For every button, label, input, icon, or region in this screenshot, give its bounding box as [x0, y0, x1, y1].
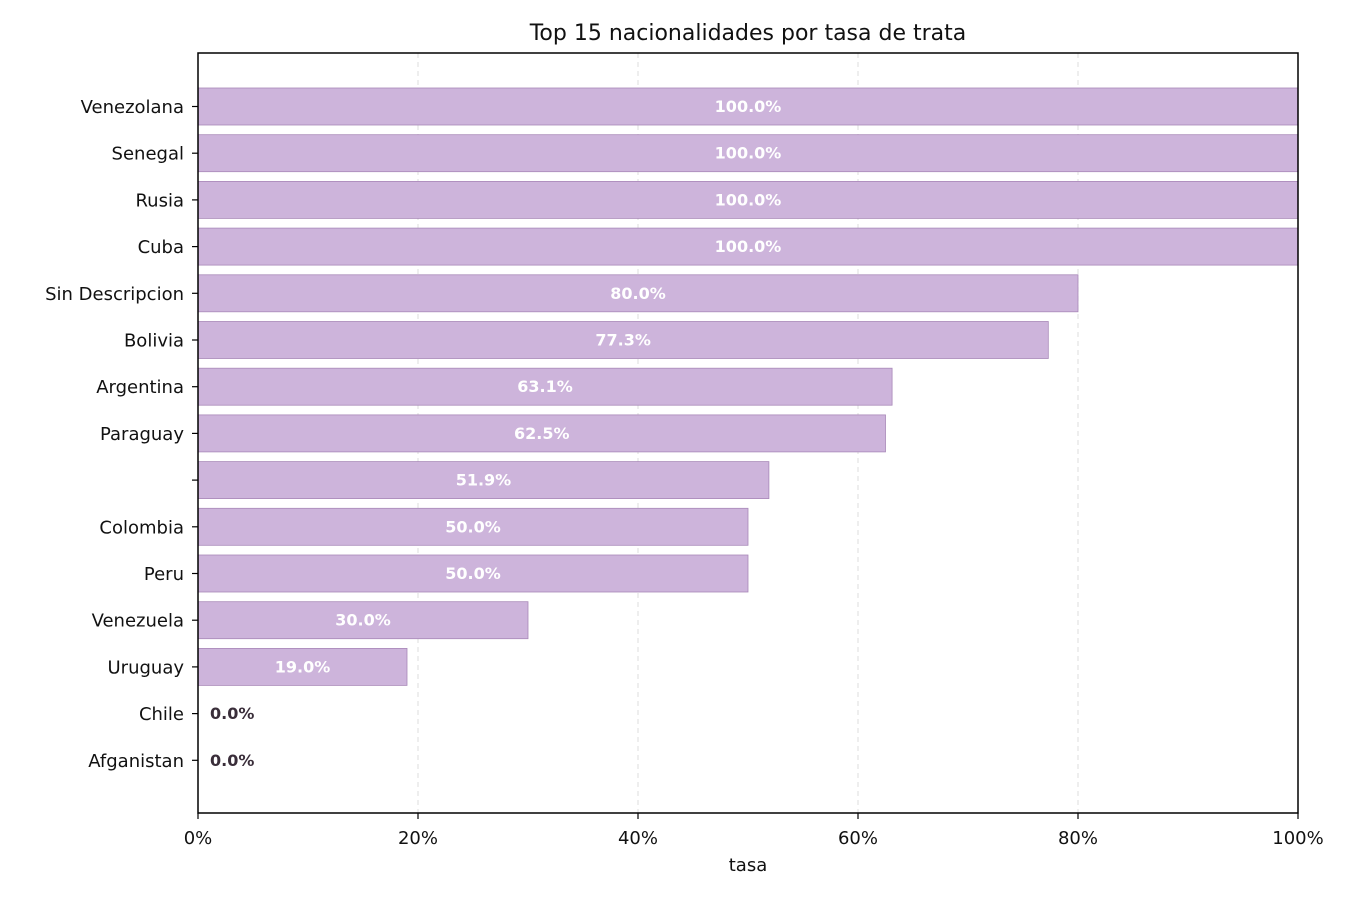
bar: [197, 180, 1299, 219]
y-tick-label: Afganistan: [88, 751, 184, 772]
x-tick-label: 40%: [618, 828, 658, 849]
value-label: 100.0%: [715, 144, 782, 163]
chart-title: Top 15 nacionalidades por tasa de trata: [529, 21, 967, 46]
bar: [197, 367, 893, 406]
value-label: 80.0%: [610, 284, 666, 303]
value-label: 63.1%: [517, 377, 573, 396]
value-label: 19.0%: [275, 657, 331, 676]
x-axis-label: tasa: [729, 855, 768, 876]
value-label: 100.0%: [715, 190, 782, 209]
x-tick-label: 0%: [184, 828, 213, 849]
value-label: 62.5%: [514, 424, 570, 443]
value-label: 51.9%: [456, 471, 512, 490]
bar: [197, 554, 749, 593]
value-label: 100.0%: [715, 97, 782, 116]
bar: [197, 648, 408, 686]
value-labels: 100.0% 100.0% 100.0% 100.0% 80.0% 77.3% 63.1% 6…: [210, 97, 781, 770]
y-tick-label: Bolivia: [124, 331, 184, 352]
x-axis-ticks: 0% 20% 40% 60% 80% 100%: [184, 813, 1324, 849]
value-label: 77.3%: [595, 331, 651, 350]
value-label: 30.0%: [335, 611, 391, 630]
value-label: 50.0%: [445, 564, 501, 583]
x-tick-label: 100%: [1272, 828, 1323, 849]
y-tick-label: Sin Descripcion: [45, 284, 184, 305]
y-tick-label: Argentina: [96, 377, 184, 398]
bar: [197, 274, 1079, 313]
bar: [197, 507, 749, 546]
y-tick-label: Cuba: [138, 237, 184, 258]
x-tick-label: 20%: [398, 828, 438, 849]
value-label: 0.0%: [210, 704, 254, 723]
y-tick-label: Venezuela: [92, 611, 184, 632]
y-tick-label: Senegal: [112, 144, 184, 165]
bars: [197, 87, 1299, 686]
x-tick-label: 80%: [1058, 828, 1098, 849]
y-tick-label: Paraguay: [100, 424, 184, 445]
bar: [197, 414, 886, 453]
value-label: 0.0%: [210, 751, 254, 770]
x-tick-label: 60%: [838, 828, 878, 849]
value-label: 100.0%: [715, 237, 782, 256]
y-tick-label: Rusia: [135, 190, 184, 211]
y-tick-label: Colombia: [99, 517, 184, 538]
bar: [197, 321, 1049, 359]
y-tick-label: Venezolana: [81, 97, 184, 118]
y-tick-label: Uruguay: [108, 657, 185, 678]
y-tick-label: Chile: [139, 704, 184, 725]
y-tick-label: Peru: [144, 564, 184, 585]
value-label: 50.0%: [445, 517, 501, 536]
bar: [197, 134, 1299, 173]
y-axis-ticks: Venezolana Senegal Rusia Cuba Sin Descripcio…: [45, 97, 198, 772]
bar: [197, 601, 529, 640]
